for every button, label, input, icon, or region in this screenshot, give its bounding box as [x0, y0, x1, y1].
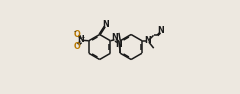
- Text: N: N: [144, 36, 151, 45]
- Text: O: O: [74, 30, 80, 39]
- Text: N: N: [157, 26, 164, 35]
- Text: N: N: [115, 40, 122, 49]
- Text: N: N: [102, 20, 108, 29]
- Text: N: N: [112, 33, 118, 42]
- Text: +: +: [80, 35, 85, 40]
- Text: O: O: [74, 42, 80, 51]
- Text: N: N: [78, 35, 84, 44]
- Text: -: -: [74, 28, 76, 34]
